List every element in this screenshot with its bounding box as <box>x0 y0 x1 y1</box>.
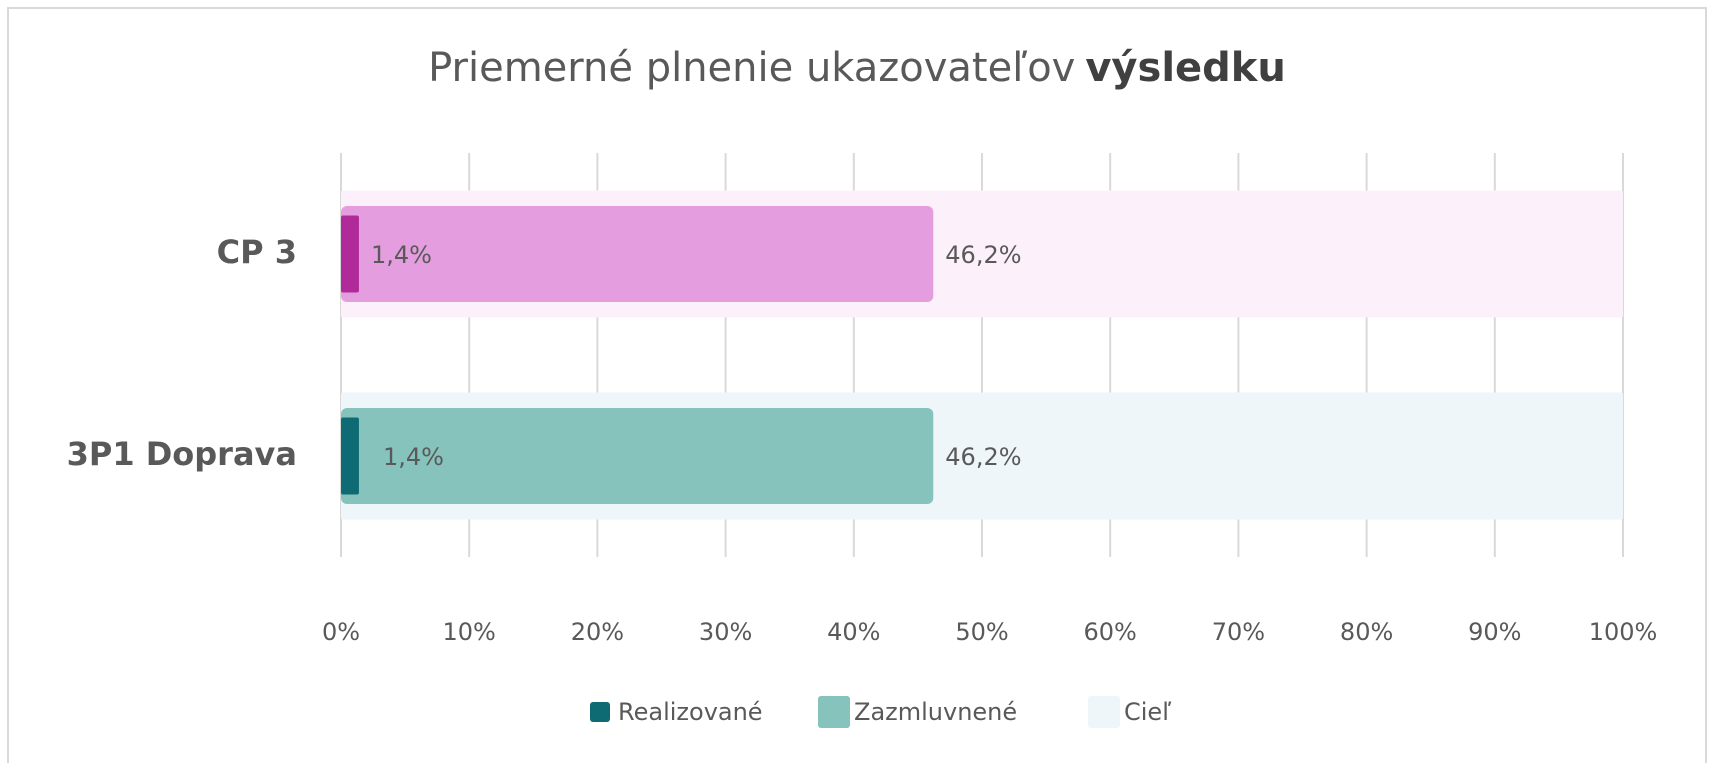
x-tick-label: 20% <box>571 618 624 646</box>
bar <box>341 408 934 504</box>
title-text: Priemerné plnenie ukazovateľov <box>428 45 1075 91</box>
legend-swatch <box>1088 696 1120 728</box>
x-tick-label: 30% <box>699 618 752 646</box>
chart-frame <box>7 7 1707 763</box>
value-label: 1,4% <box>383 443 444 471</box>
value-label: 46,2% <box>945 241 1021 269</box>
x-tick-label: 70% <box>1212 618 1265 646</box>
bar <box>341 206 934 302</box>
legend-label: Cieľ <box>1124 698 1171 726</box>
legend-label: Zazmluvnené <box>854 698 1017 726</box>
bar <box>341 215 359 293</box>
legend-swatch <box>590 702 610 722</box>
value-label: 46,2% <box>945 443 1021 471</box>
title-emphasis: výsledku <box>1085 45 1286 91</box>
x-tick-label: 100% <box>1589 618 1658 646</box>
value-label: 1,4% <box>371 241 432 269</box>
x-tick-label: 50% <box>955 618 1008 646</box>
legend-swatch <box>818 696 850 728</box>
x-tick-label: 0% <box>322 618 360 646</box>
chart-title: Priemerné plnenie ukazovateľov výsledku <box>428 45 1286 91</box>
category-label: CP 3 <box>217 233 297 271</box>
x-tick-label: 40% <box>827 618 880 646</box>
x-tick-label: 90% <box>1468 618 1521 646</box>
x-tick-label: 10% <box>443 618 496 646</box>
x-tick-label: 60% <box>1084 618 1137 646</box>
category-label: 3P1 Doprava <box>67 435 297 473</box>
legend-label: Realizované <box>618 698 763 726</box>
x-tick-label: 80% <box>1340 618 1393 646</box>
bar <box>341 417 359 495</box>
